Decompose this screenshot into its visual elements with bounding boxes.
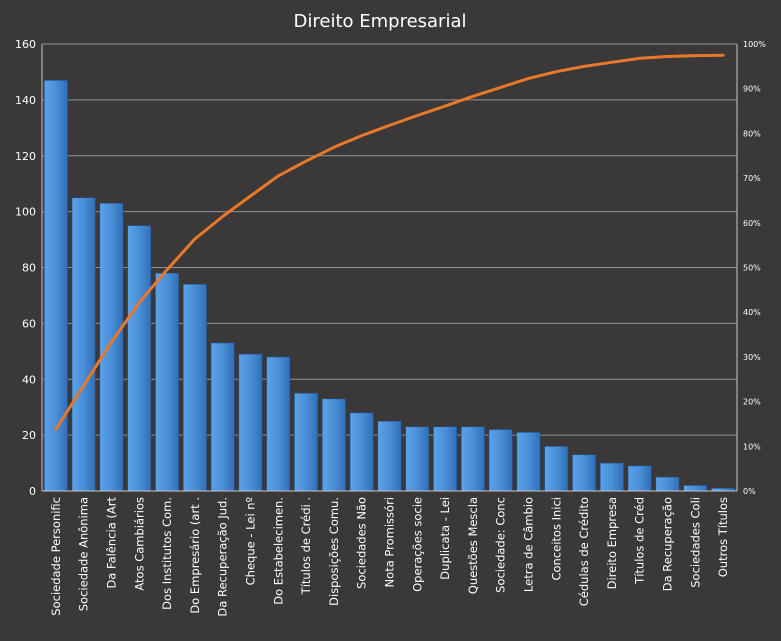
- x-tick-label: Direito Empresa: [605, 497, 619, 589]
- x-tick-label: Da Falência (Art: [105, 497, 119, 589]
- y2-tick-label: 80%: [743, 129, 761, 138]
- x-tick-label: Conceitos Inici: [549, 497, 563, 581]
- bar: [683, 485, 708, 492]
- y-tick-label: 40: [22, 373, 36, 386]
- x-tick-label: Questões Mescla: [466, 497, 480, 594]
- bar: [599, 462, 624, 492]
- bar: [405, 426, 430, 492]
- cumulative-line-series: [54, 53, 725, 431]
- x-tick-label: Nota Promissóri: [383, 497, 397, 587]
- y2-tick-label: 30%: [743, 353, 761, 362]
- bar: [460, 426, 485, 492]
- bar: [572, 454, 597, 492]
- y-tick-label: 140: [15, 94, 36, 107]
- x-tick-label: Da Recuperação Jud.: [216, 497, 230, 617]
- bar: [294, 392, 319, 492]
- bar: [127, 225, 152, 492]
- y-tick-label: 20: [22, 429, 36, 442]
- x-tick-label: Operações socie: [410, 497, 424, 592]
- y2-tick-label: 50%: [743, 264, 761, 273]
- cumulative-line: [54, 53, 725, 431]
- bar: [182, 283, 207, 492]
- x-tick-label: Títulos de Créd: [633, 497, 647, 585]
- x-tick-label: Sociedade Personific: [49, 497, 63, 616]
- chart-title: Direito Empresarial: [294, 11, 467, 32]
- bar: [627, 465, 652, 492]
- y2-tick-label: 10%: [743, 442, 761, 451]
- bar: [266, 356, 291, 492]
- bar: [99, 202, 124, 492]
- bar: [433, 426, 458, 492]
- x-tick-label: Letra de Câmbio: [522, 497, 536, 592]
- x-tick-label: Sociedades Não: [355, 497, 369, 589]
- bar: [516, 432, 541, 492]
- y2-tick-label: 100%: [743, 40, 766, 49]
- bar: [377, 420, 402, 492]
- x-tick-label: Outros Títulos: [716, 497, 730, 577]
- y-tick-label: 60: [22, 317, 36, 330]
- axes: 0 20 40 60 80 100 120 140 160 0% 10% 20% 30% 40% 50% 60…: [15, 38, 766, 617]
- x-tick-label: Da Recuperação: [661, 497, 675, 591]
- x-tick-label: Disposições Comu.: [327, 497, 341, 606]
- x-tick-label: Do Empresário (art .: [188, 497, 202, 614]
- bar: [155, 272, 180, 492]
- bar: [321, 398, 346, 492]
- y2-tick-label: 0%: [743, 487, 756, 496]
- bar: [544, 445, 569, 492]
- bar: [655, 476, 680, 492]
- y2-tick-label: 40%: [743, 308, 761, 317]
- bar: [349, 412, 374, 492]
- y2-tick-label: 60%: [743, 219, 761, 228]
- y2-tick-label: 70%: [743, 174, 761, 183]
- x-tick-label: Cédulas de Crédito: [577, 497, 591, 606]
- x-tick-label: Sociedade Anônima: [77, 497, 91, 611]
- y2-tick-label: 90%: [743, 85, 761, 94]
- y-tick-label: 80: [22, 262, 36, 275]
- x-tick-label: Do Estabelecimen.: [271, 497, 285, 605]
- y-tick-label: 120: [15, 150, 36, 163]
- bar: [210, 342, 235, 492]
- bar: [71, 197, 96, 492]
- bar: [238, 353, 263, 492]
- x-tick-label: Sociedades Coli: [688, 497, 702, 588]
- y2-tick-label: 20%: [743, 398, 761, 407]
- y-tick-label: 0: [29, 485, 36, 498]
- y-tick-label: 100: [15, 206, 36, 219]
- bar: [488, 429, 513, 492]
- x-tick-label: Duplicata - Lei: [438, 497, 452, 580]
- y-tick-label: 160: [15, 38, 36, 51]
- x-tick-label: Dos Institutos Com.: [160, 497, 174, 610]
- x-tick-label: Atos Cambiários: [132, 497, 146, 591]
- x-tick-label: Títulos de Crédi .: [299, 497, 313, 595]
- x-tick-label: Cheque - Lei nº: [244, 497, 258, 585]
- x-tick-label: Sociedade: Conc: [494, 497, 508, 593]
